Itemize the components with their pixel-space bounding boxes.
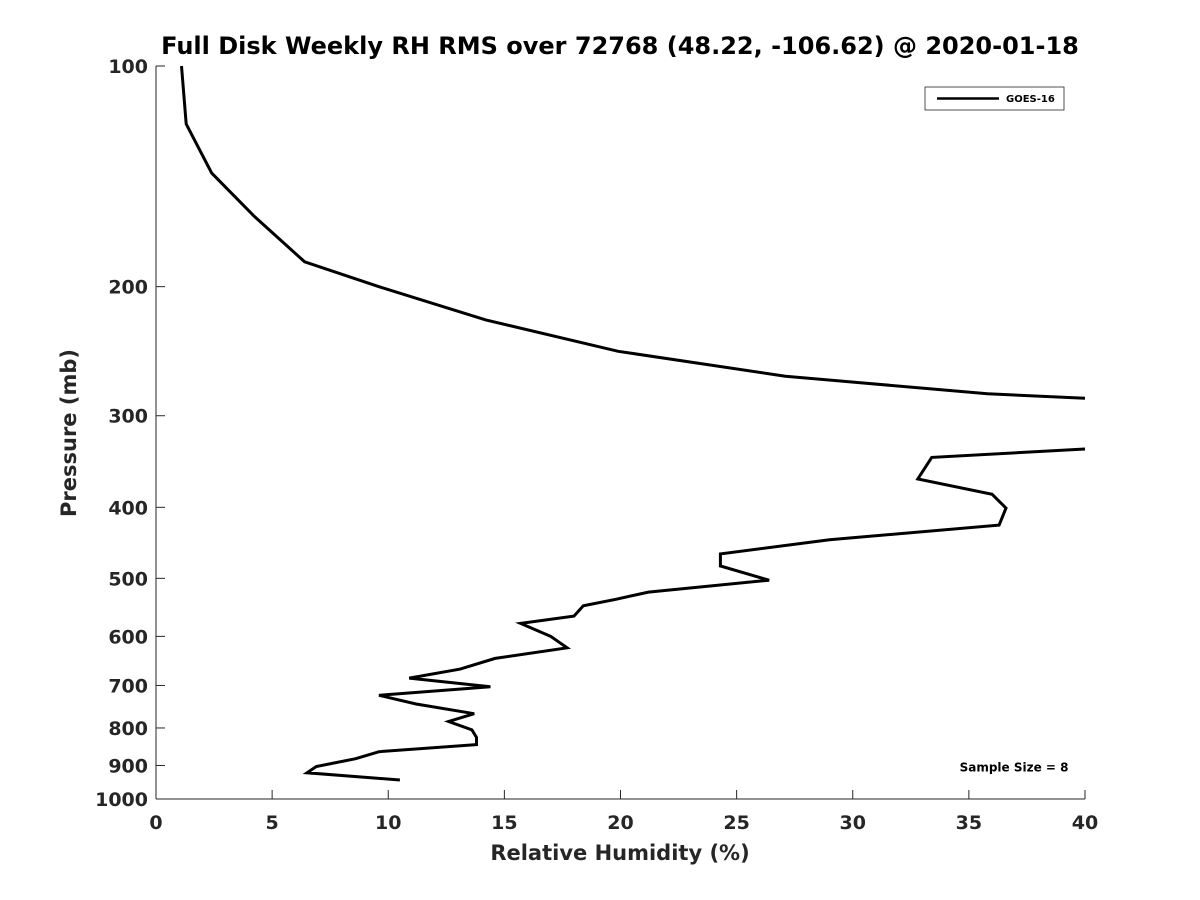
chart-title: Full Disk Weekly RH RMS over 72768 (48.2… <box>161 32 1079 60</box>
legend: GOES-16 <box>924 86 1065 111</box>
y-tick-label: 200 <box>108 277 148 299</box>
series-line-segment <box>180 65 1086 400</box>
series-layer <box>180 65 1086 782</box>
y-tick-label: 600 <box>108 626 148 648</box>
y-tick-label: 300 <box>108 406 148 428</box>
x-tick-label: 5 <box>266 812 279 834</box>
y-tick-label: 100 <box>108 56 148 78</box>
x-tick-label: 10 <box>375 812 401 834</box>
y-tick-label: 1000 <box>95 789 148 811</box>
legend-label-goes-16: GOES-16 <box>1006 94 1055 105</box>
x-tick-label: 35 <box>956 812 982 834</box>
x-tick-label: 25 <box>723 812 749 834</box>
y-tick-label: 900 <box>108 755 148 777</box>
series-line-segment <box>302 447 1086 782</box>
y-tick-label: 800 <box>108 718 148 740</box>
x-tick-label: 0 <box>149 812 162 834</box>
x-tick-label: 15 <box>491 812 517 834</box>
y-axis-label: Pressure (mb) <box>57 349 81 517</box>
sample-size-annotation: Sample Size = 8 <box>960 761 1069 775</box>
x-tick-label: 40 <box>1072 812 1098 834</box>
plot-area: 0 5 10 15 20 25 30 35 40 100 200 300 400 500 600 700 80… <box>95 56 1098 834</box>
x-tick-label: 20 <box>607 812 633 834</box>
x-tick-label: 30 <box>840 812 866 834</box>
y-axis-ticks: 100 200 300 400 500 600 700 800 900 1000 <box>95 56 165 811</box>
x-axis-label: Relative Humidity (%) <box>490 841 749 865</box>
y-tick-label: 400 <box>108 497 148 519</box>
y-tick-label: 700 <box>108 675 148 697</box>
x-axis-ticks: 0 5 10 15 20 25 30 35 40 <box>149 790 1098 834</box>
y-tick-label: 500 <box>108 568 148 590</box>
